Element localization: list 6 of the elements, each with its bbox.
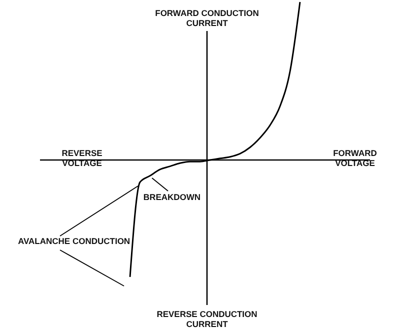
x-axis-title: FORWARD VOLTAGE (333, 148, 377, 168)
y-axis-title: FORWARD CONDUCTION CURRENT (155, 8, 259, 28)
annotation: AVALANCHE CONDUCTION (18, 236, 130, 246)
text: REVERSE CONDUCTION CURRENT (156, 309, 258, 329)
annotation: REVERSE VOLTAGE (62, 148, 103, 168)
annotation: BREAKDOWN (143, 192, 201, 202)
